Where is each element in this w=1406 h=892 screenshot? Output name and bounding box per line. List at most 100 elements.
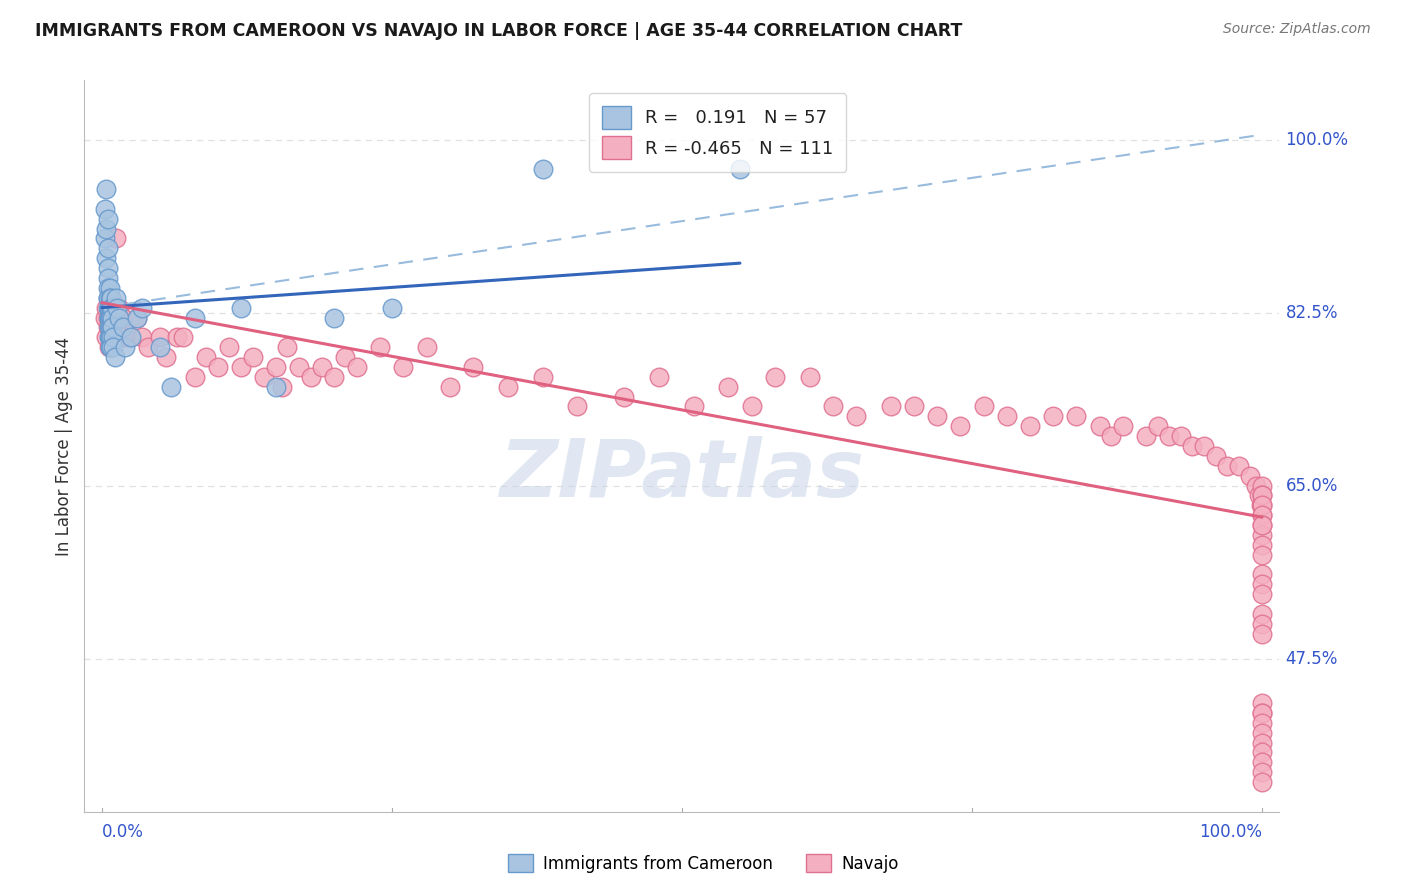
Y-axis label: In Labor Force | Age 35-44: In Labor Force | Age 35-44 (55, 336, 73, 556)
Point (104, 231, 127, 245)
Point (97, 291, 120, 305)
Point (172, 330, 194, 344)
Point (104, 291, 127, 305)
Point (927, 409, 949, 424)
Point (1251, 696, 1274, 710)
Point (242, 350, 264, 364)
Point (949, 419, 972, 434)
Point (322, 369, 344, 384)
Point (149, 340, 172, 354)
Point (97, 291, 120, 305)
Point (94, 310, 117, 325)
Point (114, 340, 136, 354)
Point (96, 221, 118, 235)
Point (903, 400, 925, 414)
Point (1019, 419, 1042, 434)
Point (100, 340, 122, 354)
Point (1192, 439, 1215, 453)
Point (218, 340, 240, 354)
Point (100, 330, 122, 344)
Point (100, 301, 122, 315)
Point (1251, 548, 1274, 562)
Point (97, 310, 120, 325)
Point (1251, 607, 1274, 621)
Point (100, 310, 122, 325)
Point (105, 301, 128, 315)
Point (1251, 528, 1274, 542)
Point (1159, 429, 1181, 443)
Point (100, 330, 122, 344)
Point (98, 330, 121, 344)
Point (253, 369, 276, 384)
Text: 65.0%: 65.0% (1285, 476, 1339, 494)
Point (207, 359, 229, 374)
Point (613, 390, 636, 404)
Text: 100.0%: 100.0% (1285, 130, 1348, 149)
Point (229, 359, 252, 374)
Point (1251, 488, 1274, 502)
Point (100, 320, 122, 334)
Point (100, 291, 122, 305)
Point (101, 301, 124, 315)
Point (1251, 706, 1274, 720)
Point (1251, 627, 1274, 641)
Point (120, 330, 142, 344)
Point (264, 359, 287, 374)
Point (1251, 577, 1274, 591)
Point (94, 202, 117, 216)
Point (101, 320, 124, 334)
Point (166, 330, 188, 344)
Point (1205, 449, 1227, 463)
Point (96, 182, 118, 196)
Point (229, 301, 252, 315)
Point (97, 340, 120, 354)
Point (322, 310, 344, 325)
Point (845, 409, 868, 424)
Point (97, 320, 120, 334)
Point (1251, 538, 1274, 552)
Legend: R =   0.191   N = 57, R = -0.465   N = 111: R = 0.191 N = 57, R = -0.465 N = 111 (589, 93, 846, 172)
Point (439, 380, 461, 394)
Point (96, 301, 118, 315)
Point (97, 320, 120, 334)
Point (136, 340, 159, 354)
Point (131, 301, 153, 315)
Text: 100.0%: 100.0% (1199, 822, 1263, 841)
Point (299, 369, 322, 384)
Point (98, 330, 121, 344)
Point (120, 330, 142, 344)
Point (183, 369, 205, 384)
Point (103, 340, 125, 354)
Point (567, 400, 589, 414)
Point (821, 400, 844, 414)
Point (335, 350, 357, 364)
Point (1251, 756, 1274, 770)
Point (97, 211, 120, 226)
Point (98, 340, 121, 354)
Point (97, 310, 120, 325)
Point (368, 340, 391, 354)
Point (1251, 567, 1274, 582)
Point (1251, 775, 1274, 789)
Point (1239, 468, 1261, 483)
Point (1112, 419, 1135, 434)
Text: IMMIGRANTS FROM CAMEROON VS NAVAJO IN LABOR FORCE | AGE 35-44 CORRELATION CHART: IMMIGRANTS FROM CAMEROON VS NAVAJO IN LA… (35, 22, 963, 40)
Point (98, 310, 121, 325)
Point (1251, 735, 1274, 749)
Point (98, 320, 121, 334)
Point (101, 310, 124, 325)
Point (276, 340, 298, 354)
Point (97, 310, 120, 325)
Point (160, 380, 183, 394)
Point (1250, 498, 1272, 512)
Point (288, 359, 311, 374)
Point (125, 310, 148, 325)
Point (103, 330, 125, 344)
Point (1170, 429, 1192, 443)
Point (97, 330, 120, 344)
Point (97, 281, 120, 295)
Point (392, 359, 415, 374)
Point (98, 310, 121, 325)
Point (111, 320, 134, 334)
Point (415, 340, 437, 354)
